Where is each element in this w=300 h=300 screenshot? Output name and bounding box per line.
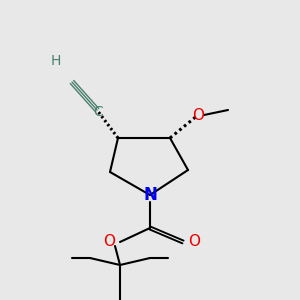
Text: O: O	[188, 235, 200, 250]
Text: H: H	[51, 54, 61, 68]
Text: C: C	[93, 105, 103, 119]
Text: N: N	[143, 186, 157, 204]
Text: O: O	[192, 107, 204, 122]
Text: O: O	[103, 235, 115, 250]
